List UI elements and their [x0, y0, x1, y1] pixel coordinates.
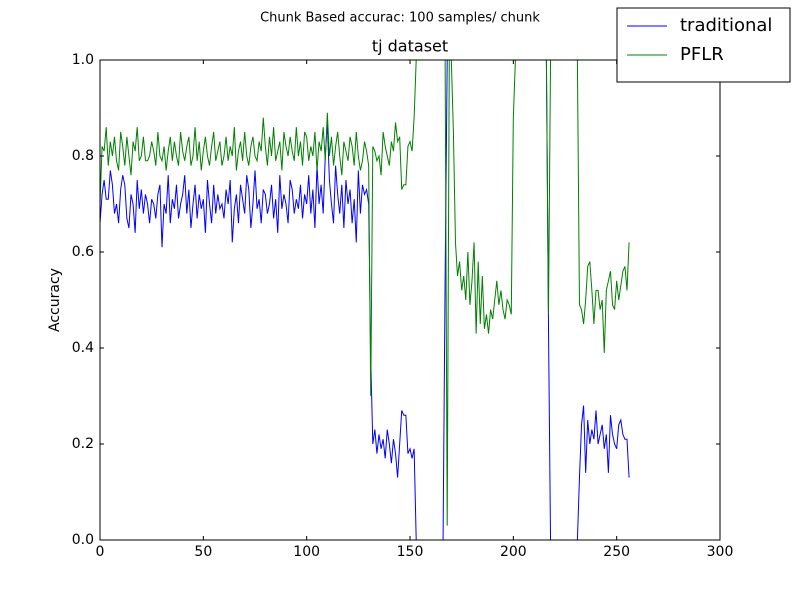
x-tick-label: 250 [603, 544, 630, 560]
legend-label: PFLR [680, 44, 724, 65]
x-tick-label: 50 [194, 544, 212, 560]
x-tick-label: 0 [96, 544, 105, 560]
y-tick-label: 0.2 [72, 436, 94, 452]
suptitle: Chunk Based accurac: 100 samples/ chunk [260, 11, 540, 26]
line-series [100, 60, 630, 526]
chart-title: tj dataset [372, 37, 448, 56]
x-tick-label: 150 [397, 544, 424, 560]
y-tick-label: 0.0 [72, 532, 94, 548]
legend: traditional PFLR [616, 7, 791, 83]
y-tick-label: 0.4 [72, 340, 94, 356]
y-axis-label: Accuracy [47, 268, 63, 332]
line-series [100, 60, 630, 540]
x-tick-label: 200 [500, 544, 527, 560]
legend-box [616, 7, 791, 83]
plot-area [100, 60, 630, 540]
y-tick-label: 1.0 [72, 52, 94, 68]
axes: 0 50 100 150 200 250 300 0.0 0.2 0.4 0.6 0.8 1.0 [72, 52, 734, 560]
y-tick-label: 0.8 [72, 148, 94, 164]
x-tick-label: 100 [293, 544, 320, 560]
y-tick-label: 0.6 [72, 244, 94, 260]
legend-label: traditional [680, 15, 772, 36]
x-tick-label: 300 [707, 544, 734, 560]
